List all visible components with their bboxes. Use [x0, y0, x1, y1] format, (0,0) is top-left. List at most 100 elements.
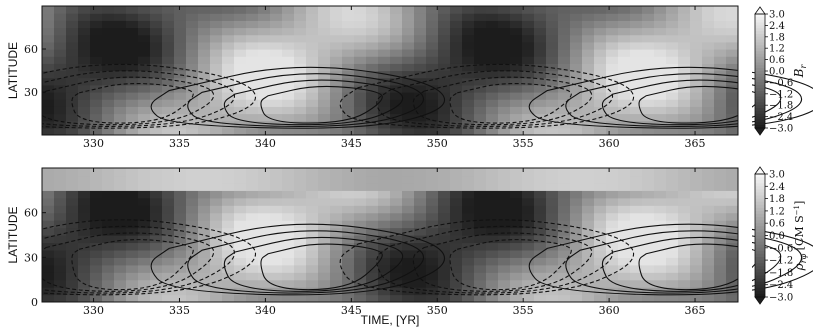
field-cell: [642, 235, 655, 244]
colorbar-segment: [755, 275, 765, 280]
field-cell: [666, 272, 679, 281]
field-cell: [366, 99, 379, 107]
field-cell: [66, 190, 79, 199]
field-cell: [726, 212, 739, 221]
field-cell: [582, 168, 595, 177]
field-cell: [714, 27, 727, 36]
field-cell: [558, 235, 571, 244]
field-cell: [558, 279, 571, 288]
field-cell: [522, 205, 535, 214]
field-cell: [102, 56, 115, 64]
field-cell: [438, 264, 451, 273]
field-cell: [378, 235, 391, 244]
field-cell: [198, 34, 211, 43]
field-cell: [234, 84, 247, 93]
field-cell: [330, 197, 343, 206]
field-cell: [642, 287, 655, 296]
field-cell: [498, 249, 511, 258]
field-cell: [270, 13, 283, 21]
field-cell: [294, 168, 307, 177]
field-cell: [174, 106, 187, 115]
field-cell: [486, 205, 499, 214]
field-cell: [402, 220, 415, 229]
field-cell: [402, 182, 415, 191]
field-cell: [402, 287, 415, 296]
field-cell: [702, 41, 715, 50]
field-cell: [594, 84, 607, 93]
x-tick-label: 330: [83, 137, 104, 150]
field-cell: [690, 106, 703, 115]
field-cell: [342, 212, 355, 221]
field-cell: [390, 34, 403, 43]
field-cell: [690, 279, 703, 288]
field-cell: [690, 294, 703, 303]
field-cell: [354, 120, 367, 129]
colorbar-segment: [755, 235, 765, 240]
field-cell: [42, 99, 55, 107]
field-cell: [210, 287, 223, 296]
field-cell: [510, 27, 523, 36]
field-cell: [222, 120, 235, 129]
field-cell: [702, 49, 715, 57]
field-cell: [390, 264, 403, 273]
colorbar-segment: [755, 247, 765, 252]
field-cell: [498, 127, 511, 136]
field-cell: [114, 6, 127, 14]
field-cell: [138, 106, 151, 115]
x-tick-label: 335: [169, 137, 190, 150]
field-cell: [534, 106, 547, 115]
field-cell: [198, 294, 211, 303]
field-cell: [414, 20, 427, 29]
field-cell: [54, 56, 67, 64]
field-cell: [66, 27, 79, 36]
field-cell: [594, 120, 607, 129]
field-cell: [222, 279, 235, 288]
field-cell: [330, 34, 343, 43]
field-cell: [534, 249, 547, 258]
field-cell: [582, 20, 595, 29]
colorbar-segment: [755, 125, 765, 129]
field-cell: [414, 127, 427, 136]
field-cell: [318, 279, 331, 288]
field-cell: [570, 220, 583, 229]
field-cell: [366, 287, 379, 296]
colorbar-segment: [755, 116, 765, 120]
field-cell: [270, 205, 283, 214]
field-cell: [486, 41, 499, 50]
field-cell: [90, 264, 103, 273]
field-cell: [234, 235, 247, 244]
field-cell: [570, 212, 583, 221]
field-cell: [150, 56, 163, 64]
field-cell: [618, 41, 631, 50]
field-cell: [174, 70, 187, 79]
field-cell: [330, 279, 343, 288]
field-cell: [534, 294, 547, 303]
field-cell: [594, 279, 607, 288]
colorbar-segment: [755, 119, 765, 123]
field-cell: [306, 70, 319, 79]
field-cell: [78, 294, 91, 303]
field-cell: [618, 106, 631, 115]
field-cell: [690, 249, 703, 258]
field-cell: [162, 13, 175, 21]
field-cell: [150, 92, 163, 100]
field-cell: [402, 27, 415, 36]
field-cell: [438, 294, 451, 303]
field-cell: [474, 63, 487, 72]
field-cell: [90, 20, 103, 29]
field-cell: [366, 120, 379, 129]
field-cell: [642, 120, 655, 129]
field-cell: [138, 168, 151, 177]
field-cell: [462, 56, 475, 64]
field-cell: [126, 190, 139, 199]
field-cell: [414, 6, 427, 14]
field-cell: [54, 6, 67, 14]
field-cell: [498, 175, 511, 184]
field-cell: [522, 56, 535, 64]
field-cell: [630, 13, 643, 21]
field-cell: [438, 272, 451, 281]
field-cell: [54, 212, 67, 221]
field-cell: [630, 113, 643, 122]
field-cell: [594, 49, 607, 57]
field-cell: [354, 20, 367, 29]
